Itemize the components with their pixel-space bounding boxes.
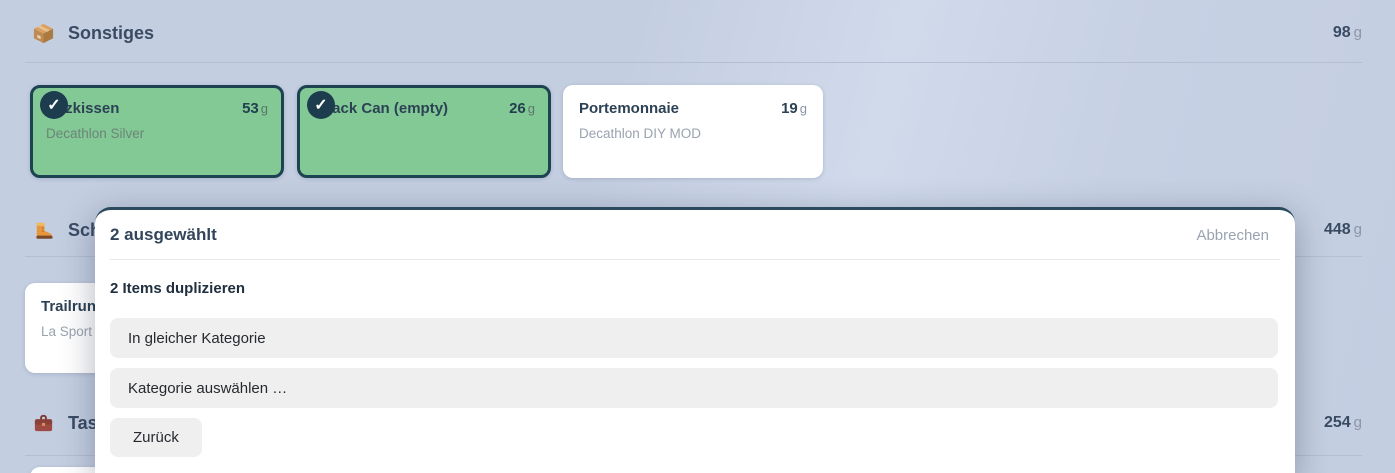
category-label: Sch [68,219,102,240]
item-card[interactable]: Snack Can (empty) 26 g ✓ [297,85,551,178]
back-button[interactable]: Zurück [110,418,202,457]
item-subtitle: Decathlon DIY MOD [579,126,702,141]
item-title: Portemonnaie [579,100,680,117]
option-choose-category[interactable]: Kategorie auswählen … [110,368,1278,408]
item-title: Snack Can (empty) [313,100,449,117]
category-label: Sonstiges [68,22,155,43]
option-same-category[interactable]: In gleicher Kategorie [110,318,1278,358]
item-title: Trailrun [41,298,97,315]
item-weight: 19 g [781,100,807,117]
cancel-button[interactable]: Abbrechen [1196,226,1269,244]
item-weight: 53 g [242,100,268,117]
item-card[interactable]: Sitzkissen 53 g Decathlon Silver ✓ [30,85,284,178]
package-icon [32,22,55,45]
selected-check-icon: ✓ [40,91,68,119]
selection-modal: 2 ausgewählt Abbrechen 2 Items duplizier… [95,207,1295,473]
item-card[interactable]: Portemonnaie 19 g Decathlon DIY MOD [563,85,823,178]
category-header-sonstiges: Sonstiges 98 g [32,19,1362,47]
divider [25,62,1362,63]
item-subtitle: Decathlon Silver [46,126,145,141]
category-weight: 448 g [1323,221,1362,238]
briefcase-icon [32,412,55,435]
category-header-taschen: Tas 254 g [32,409,1362,437]
category-label: Tas [68,412,98,433]
duplicate-section-title: 2 Items duplizieren [110,280,246,297]
boot-icon [32,219,55,242]
modal-title: 2 ausgewählt [110,225,217,244]
item-subtitle: La Sport [41,324,93,339]
category-header-schuhe: Sch 448 g [32,216,1362,244]
category-weight: 98 g [1332,24,1362,41]
selected-check-icon: ✓ [307,91,335,119]
item-weight: 26 g [509,100,535,117]
category-weight: 254 g [1323,414,1362,431]
divider [110,259,1280,260]
modal-body: 2 Items duplizieren In gleicher Kategori… [95,260,1295,457]
modal-header: 2 ausgewählt Abbrechen [95,210,1295,259]
